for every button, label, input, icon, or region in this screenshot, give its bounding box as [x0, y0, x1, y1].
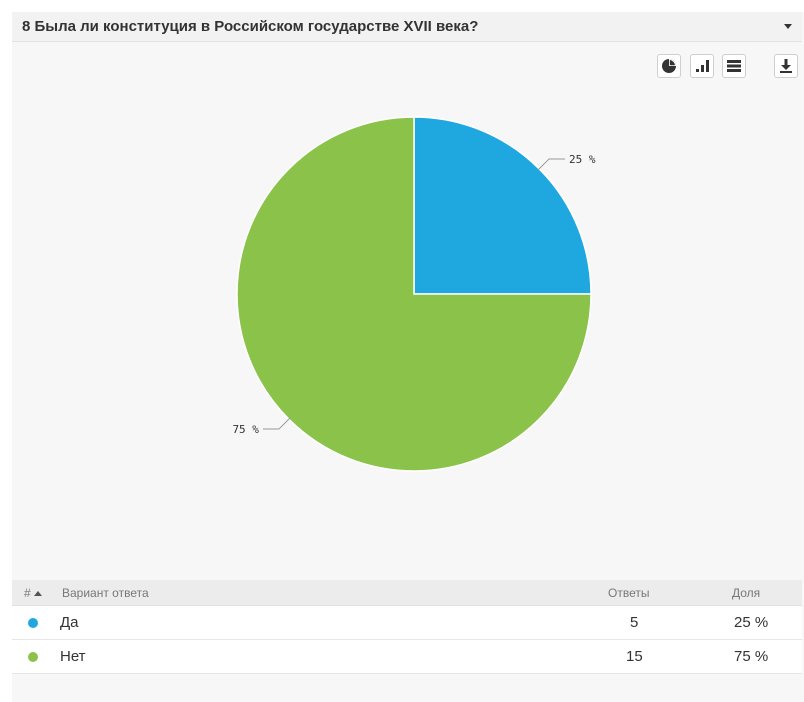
option-label: Нет — [60, 648, 86, 665]
column-header-share[interactable]: Доля — [732, 586, 761, 600]
chevron-down-icon[interactable] — [784, 24, 792, 29]
table-header: # Вариант ответа Ответы Доля — [12, 580, 802, 606]
pie-chart: 25 % 75 % — [232, 116, 596, 472]
table-row[interactable]: Да 5 25 % — [12, 606, 802, 640]
column-header-number[interactable]: # — [24, 586, 42, 600]
legend-dot-yes — [28, 618, 38, 628]
pie-chart-button[interactable] — [657, 54, 681, 78]
list-view-button[interactable] — [722, 54, 746, 78]
legend-dot-no — [28, 652, 38, 662]
answers-count: 15 — [626, 648, 643, 665]
column-header-answers[interactable]: Ответы — [608, 586, 650, 600]
answers-count: 5 — [630, 614, 639, 631]
share-value: 25 % — [734, 614, 769, 631]
column-header-option[interactable]: Вариант ответа — [62, 586, 149, 600]
download-icon — [780, 59, 792, 73]
pie-slice-yes[interactable] — [413, 116, 592, 295]
slice-data-label: 75 % — [232, 423, 259, 436]
download-button[interactable] — [774, 54, 798, 78]
label-connector — [537, 158, 566, 171]
slice-data-label: 25 % — [569, 153, 596, 166]
share-value: 75 % — [734, 648, 769, 665]
table-row[interactable]: Нет 15 75 % — [12, 640, 802, 674]
label-connector — [262, 417, 291, 430]
question-header[interactable]: 8 Была ли конституция в Российском госуд… — [12, 12, 802, 42]
list-view-icon — [727, 60, 741, 72]
bar-chart-button[interactable] — [690, 54, 714, 78]
sort-up-icon — [33, 591, 42, 597]
question-title: 8 Была ли конституция в Российском госуд… — [22, 18, 479, 35]
bar-chart-icon — [696, 60, 709, 72]
pie-chart-icon — [662, 59, 676, 73]
option-label: Да — [60, 614, 79, 631]
